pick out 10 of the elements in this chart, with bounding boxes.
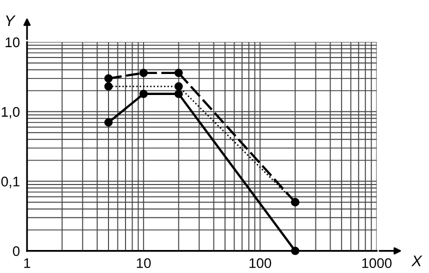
y-tick-label: 0 [12,246,20,256]
y-axis-title: Y [6,15,16,26]
x-tick-label: 100 [250,258,272,268]
x-tick-label: 1 [24,258,30,268]
y-tick-label: 10 [6,37,20,48]
x-tick-label: 10 [136,258,151,268]
x-tick-label: 1000 [362,258,392,268]
x-axis-title: X [411,256,422,266]
y-tick-label: 0,1 [1,176,20,188]
y-tick-label: 1,0 [2,106,20,118]
